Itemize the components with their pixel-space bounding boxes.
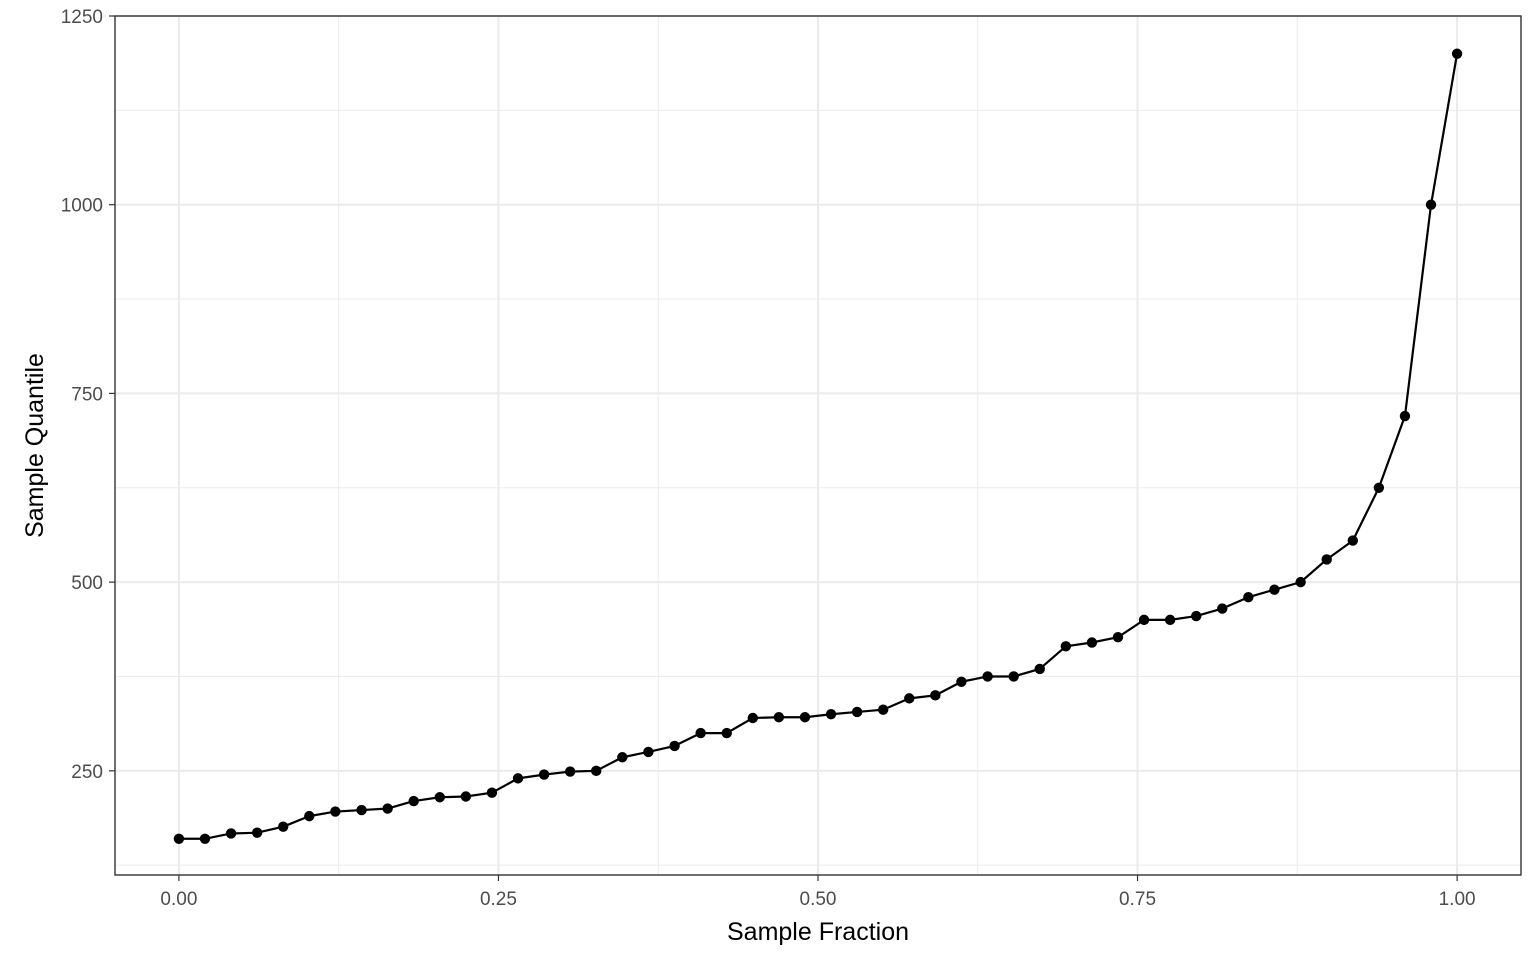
y-axis-title: Sample Quantile <box>21 353 49 538</box>
data-point <box>747 712 759 724</box>
data-point <box>1269 584 1280 595</box>
data-point <box>1008 671 1019 682</box>
data-point <box>877 704 889 715</box>
data-point <box>982 671 993 682</box>
data-point <box>1295 576 1306 588</box>
data-point <box>251 827 263 838</box>
data-point <box>1086 637 1098 648</box>
data-point <box>434 792 445 803</box>
x-tick-label: 0.25 <box>480 889 517 910</box>
data-point <box>1347 535 1358 546</box>
data-point <box>1191 610 1202 622</box>
data-point <box>773 712 785 723</box>
data-point <box>382 803 393 814</box>
y-tick-label: 500 <box>71 573 103 594</box>
data-point <box>225 828 237 839</box>
data-point <box>643 746 654 758</box>
data-point <box>1425 199 1437 210</box>
data-point <box>825 709 837 720</box>
grid-lines <box>115 15 1521 875</box>
data-point <box>591 765 602 777</box>
data-point <box>669 740 680 752</box>
data-point <box>1243 592 1254 603</box>
x-tick-label: 0.00 <box>160 889 197 910</box>
data-point <box>1060 641 1072 652</box>
x-tick-label: 1.00 <box>1439 889 1476 910</box>
y-tick-label: 750 <box>71 384 103 405</box>
data-point <box>278 821 289 832</box>
data-point <box>1112 632 1124 643</box>
data-point <box>538 769 550 780</box>
data-point <box>721 727 732 739</box>
y-tick-label: 1250 <box>61 7 103 28</box>
data-point <box>851 706 863 718</box>
x-tick-label: 0.75 <box>1119 889 1156 910</box>
data-point <box>1399 410 1411 422</box>
data-point <box>1321 554 1332 565</box>
data-point <box>1164 614 1176 626</box>
data-point <box>799 712 811 723</box>
data-point <box>1373 482 1385 493</box>
data-point <box>1217 603 1228 614</box>
data-point <box>617 752 628 763</box>
y-tick-label: 250 <box>71 762 103 783</box>
data-point <box>460 791 472 802</box>
data-point <box>304 810 315 822</box>
data-point <box>173 833 185 844</box>
data-point <box>904 693 915 704</box>
data-point <box>330 806 341 817</box>
data-point <box>1138 614 1150 626</box>
x-tick-label: 0.50 <box>800 889 837 910</box>
data-point <box>408 795 419 807</box>
data-point <box>930 690 941 701</box>
data-point <box>564 766 576 777</box>
data-point <box>695 727 706 739</box>
data-point <box>356 804 367 816</box>
data-point <box>1451 48 1463 59</box>
data-point <box>1034 663 1045 675</box>
series-layer <box>173 48 1463 844</box>
data-point <box>199 833 211 844</box>
x-axis-title: Sample Fraction <box>727 918 909 946</box>
data-point <box>956 676 967 687</box>
data-point <box>512 773 524 784</box>
axes: 0.00 0.25 0.50 0.75 1.00 250 500 750 1000 1250 <box>61 7 1476 910</box>
data-point <box>486 787 498 798</box>
y-tick-label: 1000 <box>61 196 103 217</box>
